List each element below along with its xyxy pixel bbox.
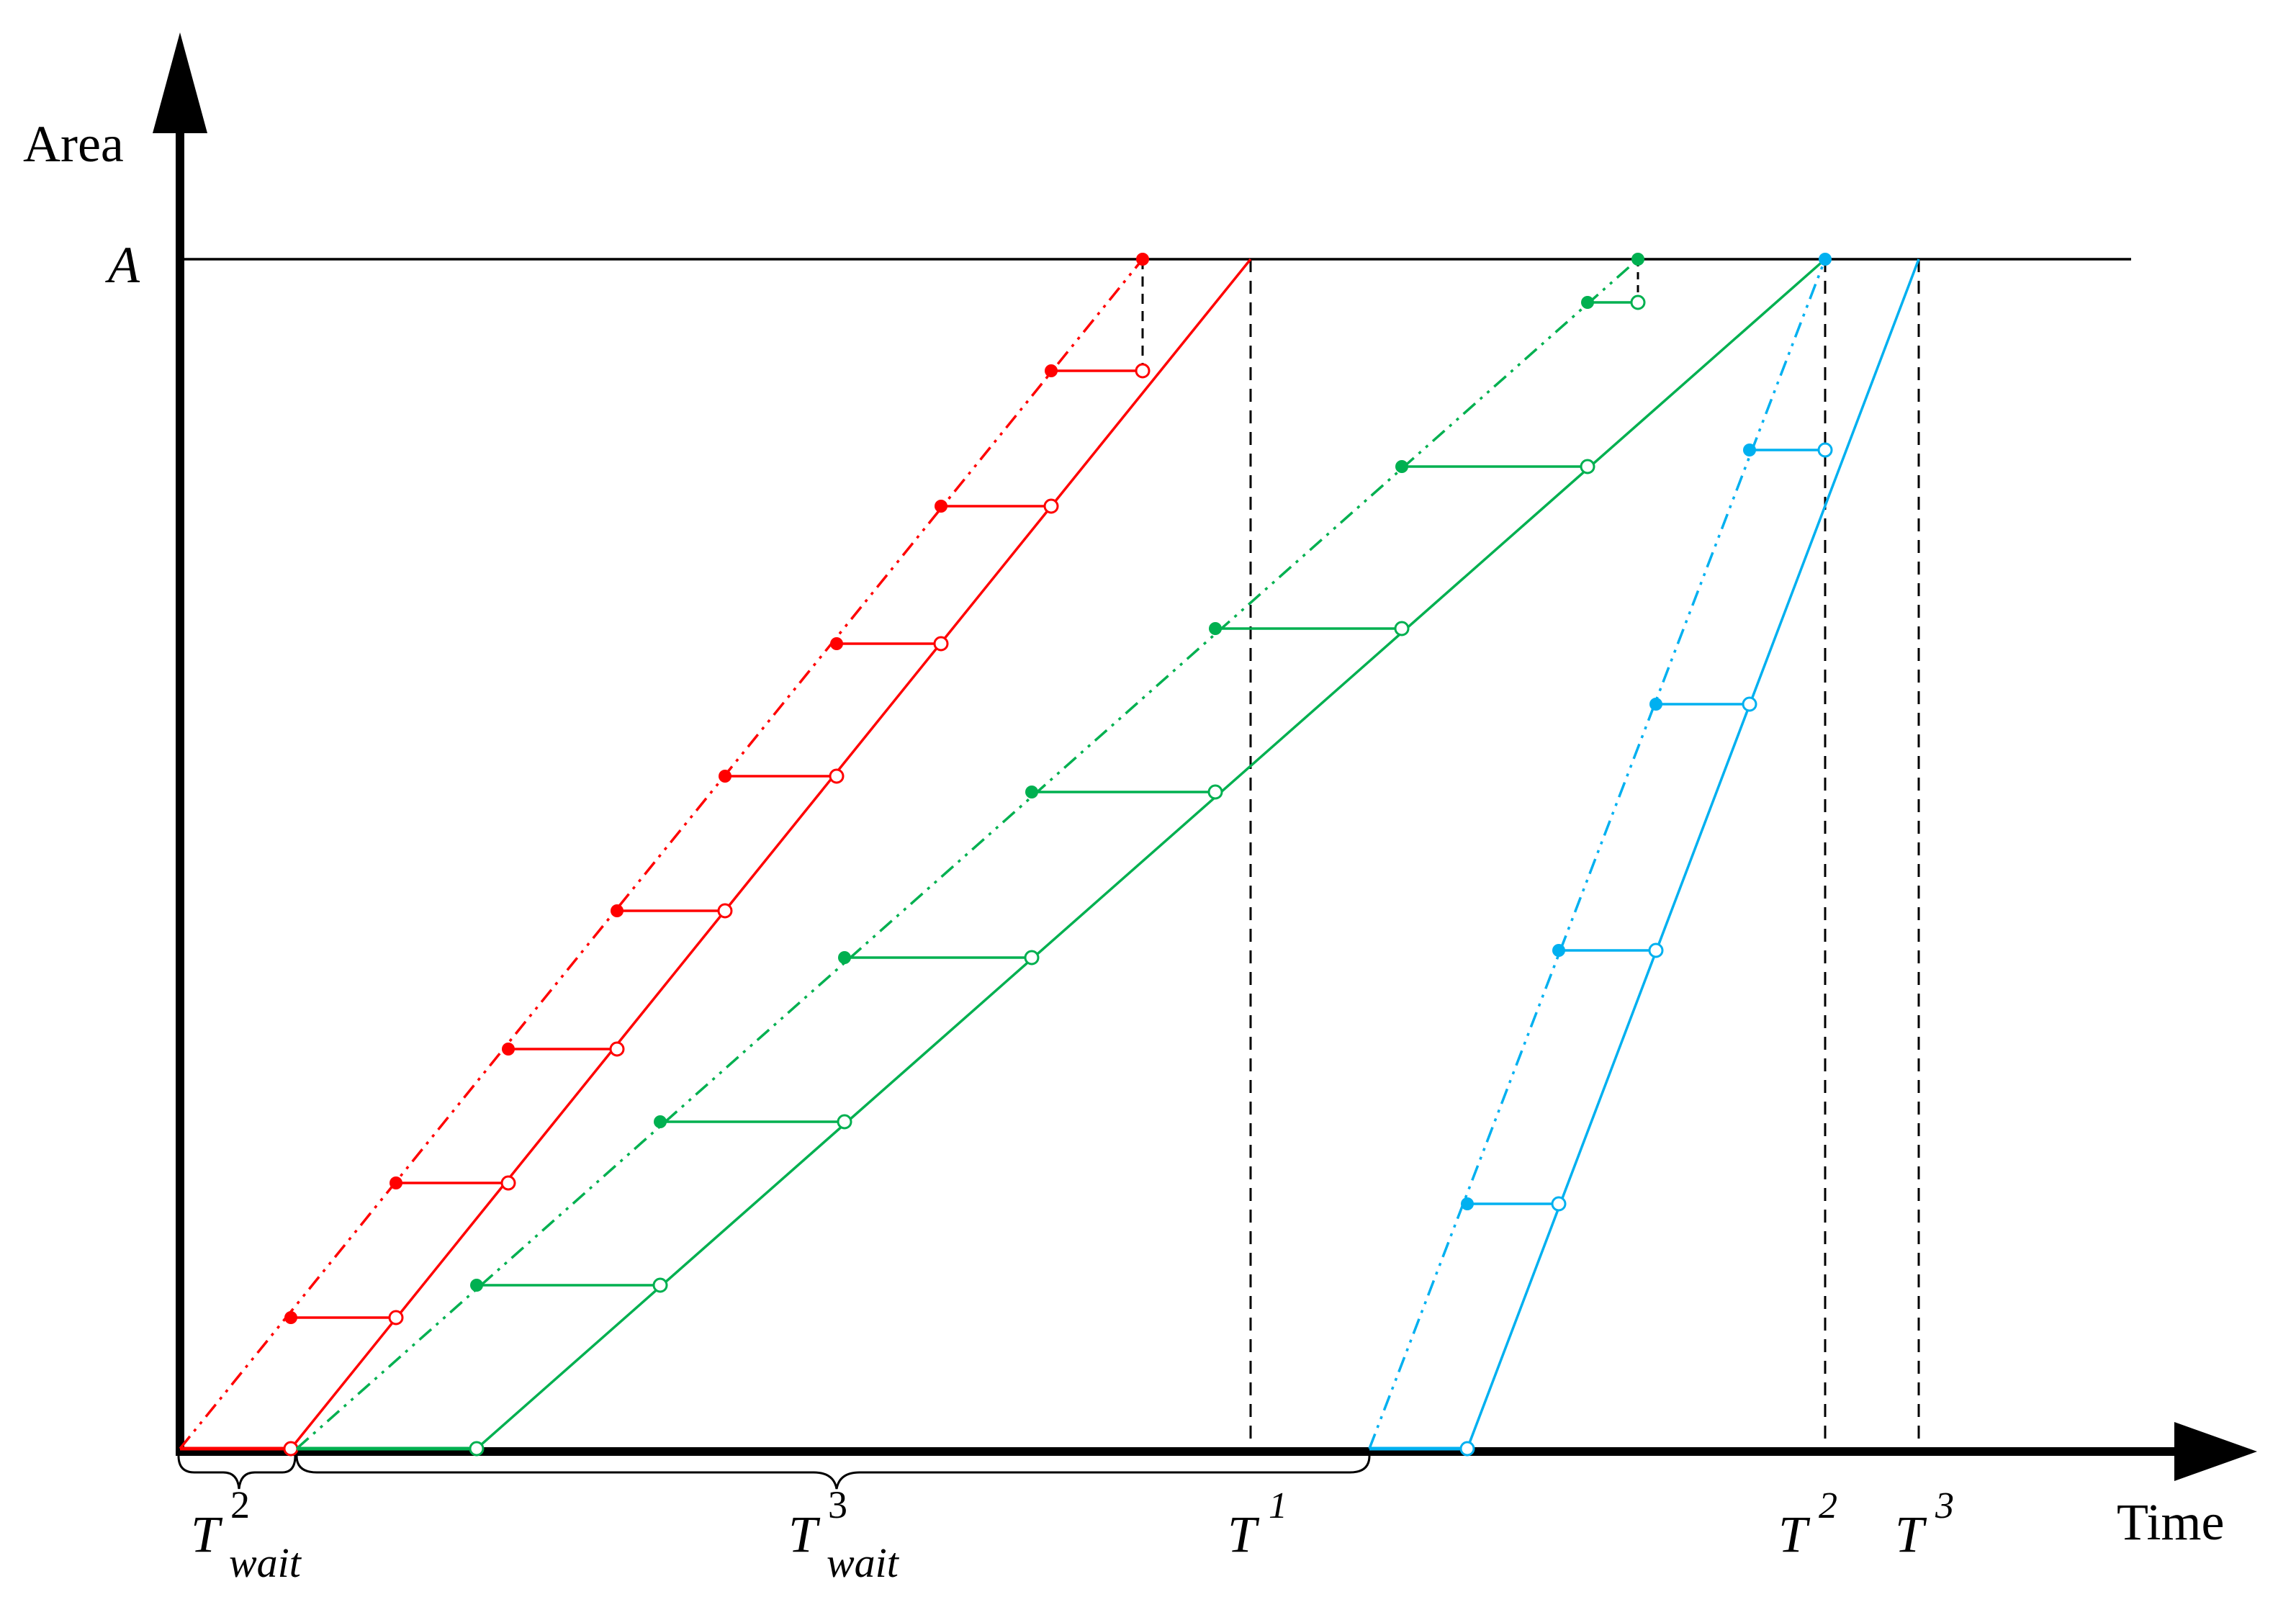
- green-end-point: [1631, 253, 1644, 266]
- red-open-point: [829, 768, 845, 784]
- blue-solid-line: [1466, 258, 1920, 1449]
- red-filled-point: [830, 637, 843, 650]
- green-filled-point: [470, 1279, 483, 1292]
- green-open-point: [652, 1277, 668, 1293]
- t3-label: T 3: [1895, 1485, 1954, 1563]
- blue-dashdot-line: [1368, 258, 1827, 1449]
- blue-start-open-point: [1459, 1441, 1475, 1457]
- svg-text:2: 2: [230, 1483, 250, 1526]
- green-open-point: [1394, 621, 1410, 636]
- red-open-point: [500, 1175, 516, 1191]
- green-filled-point: [1395, 460, 1408, 473]
- green-filled-point: [1581, 296, 1594, 309]
- green-open-point: [837, 1114, 852, 1130]
- svg-text:T: T: [191, 1506, 223, 1563]
- svg-text:T: T: [1228, 1506, 1260, 1563]
- green-filled-point: [1025, 786, 1038, 798]
- blue-open-point: [1817, 442, 1833, 458]
- blue-filled-point: [1552, 944, 1565, 957]
- red-filled-point: [284, 1311, 297, 1324]
- green-open-point: [1024, 950, 1040, 966]
- green-start-open-point: [469, 1441, 485, 1457]
- svg-text:2: 2: [1819, 1485, 1837, 1526]
- svg-text:1: 1: [1269, 1485, 1287, 1526]
- red-open-point: [1043, 498, 1059, 514]
- red-open-point: [717, 903, 733, 919]
- red-filled-point: [390, 1176, 402, 1189]
- svg-text:T: T: [1778, 1506, 1811, 1563]
- t-wait-2-label: T 2 wait: [191, 1483, 302, 1586]
- green-open-point: [1630, 294, 1646, 310]
- blue-filled-point: [1649, 698, 1662, 711]
- y-axis-label: Area: [23, 115, 124, 173]
- red-filled-point: [611, 904, 623, 917]
- red-filled-point: [935, 500, 947, 513]
- blue-open-point: [1551, 1196, 1567, 1212]
- red-open-point: [388, 1310, 404, 1326]
- green-dashdot-line: [295, 258, 1639, 1450]
- level-a-label: A: [105, 236, 140, 294]
- red-open-point: [933, 636, 949, 652]
- blue-filled-point: [1743, 444, 1756, 456]
- green-solid-line: [475, 258, 1827, 1450]
- blue-open-point: [1742, 696, 1757, 712]
- blue-filled-point: [1461, 1197, 1474, 1210]
- y-axis-arrow: [153, 32, 207, 133]
- red-dashdot-line: [179, 258, 1144, 1450]
- svg-text:wait: wait: [827, 1539, 900, 1586]
- t1-label: T 1: [1228, 1485, 1287, 1563]
- green-filled-point: [838, 951, 851, 964]
- t-wait-2-brace: [177, 1455, 297, 1490]
- svg-text:T: T: [1895, 1506, 1927, 1563]
- red-filled-point: [1045, 364, 1058, 377]
- series-3-blue: [1368, 253, 1920, 1457]
- red-solid-line: [289, 258, 1252, 1450]
- svg-text:wait: wait: [229, 1539, 302, 1586]
- blue-open-point: [1648, 942, 1664, 958]
- red-end-point: [1136, 253, 1149, 266]
- x-axis-label: Time: [2117, 1493, 2224, 1551]
- t2-label: T 2: [1778, 1485, 1837, 1563]
- red-open-point: [1135, 363, 1151, 379]
- svg-text:3: 3: [828, 1483, 847, 1526]
- green-open-point: [1580, 459, 1595, 474]
- svg-text:3: 3: [1935, 1485, 1954, 1526]
- green-open-point: [1207, 784, 1223, 800]
- blue-end-point: [1819, 253, 1832, 266]
- red-filled-point: [502, 1043, 515, 1056]
- t-wait-3-label: T 3 wait: [788, 1483, 900, 1586]
- red-open-point: [609, 1041, 625, 1057]
- t-wait-3-brace: [295, 1455, 1371, 1490]
- x-axis-arrow: [2174, 1422, 2257, 1481]
- green-filled-point: [654, 1115, 667, 1128]
- series-1-red: [179, 253, 1252, 1457]
- green-filled-point: [1209, 622, 1222, 635]
- red-filled-point: [719, 770, 731, 783]
- series-2-green: [295, 253, 1827, 1457]
- red-start-open-point: [283, 1441, 299, 1457]
- svg-text:T: T: [788, 1506, 821, 1563]
